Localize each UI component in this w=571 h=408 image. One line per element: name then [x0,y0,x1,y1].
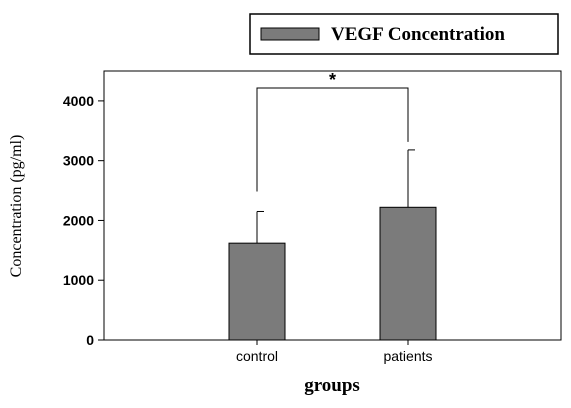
y-axis: 0 1000 2000 3000 4000 [63,93,104,348]
plot-frame [103,70,562,341]
significance-bracket: * [256,70,409,192]
error-bars [256,149,415,244]
y-tick-label: 4000 [63,93,94,109]
x-tick-label: control [236,348,278,364]
legend-label: VEGF Concentration [331,24,505,45]
y-tick-label: 0 [86,332,94,348]
significance-marker: * [329,70,336,90]
x-tick-label: patients [383,348,432,364]
bar [228,242,286,341]
x-axis: control patients [236,340,433,364]
legend: VEGF Concentration [249,13,559,55]
bracket-line [256,87,409,192]
y-tick-label: 2000 [63,212,94,228]
bars [228,206,437,341]
y-tick-label: 1000 [63,272,94,288]
x-axis-title: groups [304,375,360,396]
y-tick-label: 3000 [63,153,94,169]
bar [379,206,437,341]
legend-swatch [260,27,320,41]
y-axis-title: Concentration (pg/ml) [8,135,25,278]
